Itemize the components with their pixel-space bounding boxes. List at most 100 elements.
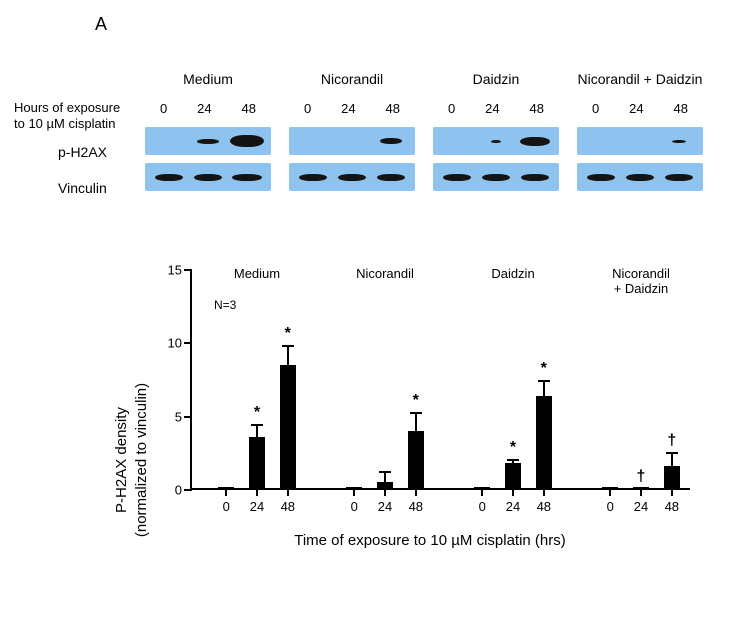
- x-tick-label: 0: [351, 499, 358, 514]
- x-tick-label: 48: [409, 499, 423, 514]
- x-tick: [384, 488, 386, 496]
- error-cap: [251, 424, 263, 426]
- x-axis-title: Time of exposure to 10 µM cisplatin (hrs…: [150, 532, 710, 549]
- lane-time-labels: 02448: [289, 101, 415, 116]
- y-tick-label: 5: [175, 409, 182, 424]
- error-cap: [666, 452, 678, 454]
- bar: [346, 487, 362, 488]
- error-cap: [635, 488, 647, 490]
- row-label-vinculin: Vinculin: [58, 180, 107, 196]
- y-tick-label: 0: [175, 483, 182, 498]
- bar: [218, 487, 234, 488]
- lane-time: 48: [674, 101, 688, 116]
- bar: [474, 487, 490, 488]
- x-tick-label: 0: [223, 499, 230, 514]
- blot-strip-ph2ax: [289, 127, 415, 155]
- blot-group: Medium02448: [145, 103, 271, 203]
- error-bar: [415, 412, 417, 433]
- lane-time: 24: [485, 101, 499, 116]
- band: [380, 138, 402, 144]
- lane-time: 0: [448, 101, 455, 116]
- x-tick: [609, 488, 611, 496]
- band: [672, 140, 686, 143]
- y-tick-label: 10: [168, 336, 182, 351]
- band: [482, 174, 510, 181]
- y-axis-title: P-H2AX density (normalized to vinculin): [112, 383, 151, 537]
- error-cap: [282, 345, 294, 347]
- y-tick: [184, 489, 192, 491]
- lane-time: 24: [197, 101, 211, 116]
- x-tick-label: 24: [506, 499, 520, 514]
- x-tick: [225, 488, 227, 496]
- x-tick-label: 48: [665, 499, 679, 514]
- band: [587, 174, 615, 181]
- y-tick: [184, 416, 192, 418]
- treatment-label: Daidzin: [433, 71, 559, 87]
- bar: [602, 487, 618, 488]
- bar-annotation: *: [541, 360, 547, 378]
- chart-group-title: Daidzin: [491, 266, 534, 281]
- bar-chart: 051015N=3Medium024*48*Nicorandil02448*Da…: [150, 260, 710, 540]
- error-bar: [671, 452, 673, 468]
- bar-annotation: *: [285, 325, 291, 343]
- lane-time: 24: [629, 101, 643, 116]
- y-axis-title-line2: (normalized to vinculin): [132, 383, 152, 537]
- error-cap: [538, 380, 550, 382]
- band: [377, 174, 405, 181]
- blot-strip-ph2ax: [577, 127, 703, 155]
- lane-time-labels: 0 24 48: [577, 101, 703, 116]
- chart-group-title: Nicorandil + Daidzin: [612, 266, 670, 296]
- bar: [280, 365, 296, 488]
- x-tick-label: 0: [479, 499, 486, 514]
- bar-annotation: *: [510, 439, 516, 457]
- error-bar: [287, 345, 289, 367]
- bar: [664, 466, 680, 488]
- exposure-caption-line1: Hours of exposure: [14, 100, 120, 116]
- lane-time: 48: [530, 101, 544, 116]
- blot-strip-ph2ax: [145, 127, 271, 155]
- bar-annotation: *: [413, 392, 419, 410]
- exposure-caption-line2: to 10 µM cisplatin: [14, 116, 120, 132]
- row-label-ph2ax: p-H2AX: [58, 144, 107, 160]
- lane-time-labels: 0 24 48: [433, 101, 559, 116]
- bar-annotation: †: [667, 432, 676, 450]
- lane-time: 48: [242, 101, 256, 116]
- band: [155, 174, 183, 181]
- y-tick: [184, 342, 192, 344]
- lane-time: 0: [160, 101, 167, 116]
- x-tick: [287, 488, 289, 496]
- error-bar: [256, 424, 258, 439]
- error-cap: [379, 471, 391, 473]
- bar: [408, 431, 424, 488]
- lane-time: 0: [592, 101, 599, 116]
- error-bar: [543, 380, 545, 398]
- blot-strip-vinculin: [289, 163, 415, 191]
- band: [232, 174, 262, 181]
- panel-letter: A: [95, 14, 107, 35]
- x-tick: [353, 488, 355, 496]
- x-tick: [543, 488, 545, 496]
- lane-time: 0: [304, 101, 311, 116]
- treatment-label: Nicorandil: [289, 71, 415, 87]
- blot-strip-ph2ax: [433, 127, 559, 155]
- x-tick-label: 24: [378, 499, 392, 514]
- x-tick: [256, 488, 258, 496]
- blot-strip-vinculin: [577, 163, 703, 191]
- x-tick-label: 48: [537, 499, 551, 514]
- bar: [249, 437, 265, 488]
- band: [443, 174, 471, 181]
- band: [626, 174, 654, 181]
- x-tick-label: 24: [250, 499, 264, 514]
- y-axis-title-line1: P-H2AX density: [112, 383, 132, 537]
- bar-annotation: *: [254, 404, 260, 422]
- lane-time-labels: 0 24 48: [145, 101, 271, 116]
- lane-time: 48: [386, 101, 400, 116]
- x-tick-label: 48: [281, 499, 295, 514]
- band: [520, 137, 550, 146]
- chart-group-title: Nicorandil: [356, 266, 414, 281]
- blot-group: Nicorandil + Daidzin02448: [577, 103, 703, 203]
- treatment-label: Medium: [145, 71, 271, 87]
- x-tick-label: 0: [607, 499, 614, 514]
- blot-strip-vinculin: [145, 163, 271, 191]
- x-tick: [512, 488, 514, 496]
